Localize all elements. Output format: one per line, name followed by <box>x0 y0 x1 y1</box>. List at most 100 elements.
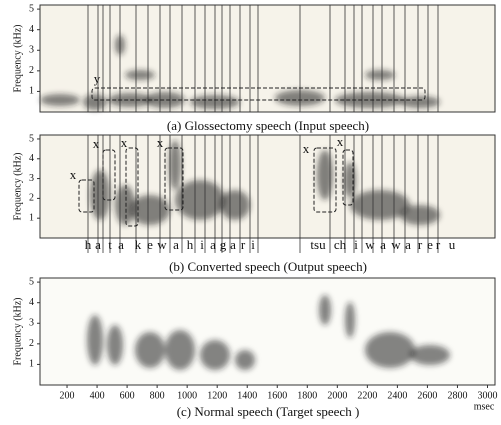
energy-blob <box>400 205 440 225</box>
energy-blob <box>400 96 440 108</box>
phoneme-label: g <box>220 237 227 252</box>
energy-blob <box>175 180 225 220</box>
annotation-box <box>102 149 116 201</box>
y-tick-label: 4 <box>29 153 34 164</box>
phoneme-label: a <box>230 237 236 252</box>
energy-blob <box>40 94 80 106</box>
phoneme-label: e <box>427 237 433 252</box>
spectrogram-energy <box>87 295 450 370</box>
y-tick-label: 5 <box>29 3 34 14</box>
phoneme-label: h <box>187 237 194 252</box>
phoneme-label: e <box>147 237 153 252</box>
y-tick-label: 4 <box>29 24 34 35</box>
energy-blob <box>365 332 415 368</box>
annotation-box <box>313 147 337 213</box>
energy-blob <box>317 150 333 200</box>
annotation-box <box>342 149 354 206</box>
annotation-label: x <box>337 134 344 149</box>
y-tick-label: 1 <box>29 212 34 223</box>
energy-blob <box>335 92 405 108</box>
x-tick-label: 2600 <box>417 390 437 401</box>
x-tick-label: 1000 <box>177 390 197 401</box>
spectrogram-background <box>39 277 496 386</box>
annotation-label: x <box>303 141 310 156</box>
y-axis-label: Frequency (kHz) <box>12 152 23 220</box>
annotation-box <box>78 179 95 213</box>
energy-blob <box>410 345 450 365</box>
phoneme-label: tsu <box>310 237 326 252</box>
energy-blob <box>169 140 181 190</box>
y-tick-label: 3 <box>29 318 34 329</box>
energy-blob <box>319 295 331 325</box>
energy-blob <box>235 350 255 370</box>
x-tick-label: 1800 <box>297 390 317 401</box>
spectrogram-energy <box>40 35 440 110</box>
caption: (a) Glossectomy speech (Input speech) <box>167 118 369 133</box>
x-tick-label: 1200 <box>207 390 227 401</box>
y-axis-label: Frequency (kHz) <box>12 24 23 92</box>
energy-blob <box>90 170 110 220</box>
energy-blob <box>350 190 410 220</box>
panel: 1 2 3 4 5 Frequency (kHz) (c) Normal speech (T… <box>12 276 497 419</box>
phoneme-label: w <box>391 237 401 252</box>
phoneme-label: a <box>95 237 101 252</box>
phoneme-label: i <box>251 237 255 252</box>
x-tick-label: 2000 <box>327 390 347 401</box>
energy-blob <box>87 315 103 365</box>
phoneme-label: t <box>108 237 112 252</box>
y-tick-label: 3 <box>29 173 34 184</box>
x-tick-label: 2800 <box>447 390 467 401</box>
x-tick-label: 1600 <box>267 390 287 401</box>
energy-blob <box>200 340 230 370</box>
y-axis-label: Frequency (kHz) <box>12 297 23 365</box>
x-tick-label: 3000 <box>477 390 497 401</box>
energy-blob <box>145 92 185 108</box>
panel: 1 2 3 4 5 Frequency (kHz) (b) Converted speech… <box>12 133 496 274</box>
phoneme-label: a <box>173 237 179 252</box>
y-tick-label: 4 <box>29 297 34 308</box>
annotation-label: x <box>93 136 100 151</box>
phoneme-label: a <box>210 237 216 252</box>
annotation-box <box>164 147 184 211</box>
energy-blob <box>125 70 155 80</box>
annotation-label: x <box>70 167 77 182</box>
y-tick-label: 1 <box>29 86 34 97</box>
x-tick-label: 1400 <box>237 390 257 401</box>
phoneme-label: h <box>85 237 92 252</box>
annotation-box <box>91 87 426 101</box>
energy-blob <box>165 330 195 370</box>
phoneme-label: a <box>118 237 124 252</box>
phoneme-label: a <box>405 237 411 252</box>
phoneme-label: w <box>365 237 375 252</box>
x-tick-label: 2200 <box>357 390 377 401</box>
phoneme-label: w <box>157 237 167 252</box>
x-tick-label: 200 <box>60 390 75 401</box>
phoneme-label: u <box>449 237 456 252</box>
phoneme-label: i <box>354 237 358 252</box>
energy-blob <box>220 190 250 220</box>
energy-blob <box>107 325 123 365</box>
annotation-label: x <box>121 135 128 150</box>
y-tick-label: 2 <box>29 338 34 349</box>
x-tick-label: 800 <box>150 390 165 401</box>
x-axis-label: msec <box>474 401 495 412</box>
energy-blob <box>108 93 152 107</box>
phoneme-label: r <box>436 237 441 252</box>
energy-blob <box>365 70 395 80</box>
energy-blob <box>345 302 355 338</box>
phoneme-label: ch <box>334 237 347 252</box>
y-tick-label: 5 <box>29 133 34 144</box>
caption: (b) Converted speech (Output speech) <box>169 259 367 274</box>
x-tick-label: 600 <box>120 390 135 401</box>
y-tick-label: 1 <box>29 359 34 370</box>
caption: (c) Normal speech (Target speech ) <box>177 404 360 419</box>
y-tick-label: 5 <box>29 276 34 287</box>
y-tick-label: 2 <box>29 193 34 204</box>
x-tick-label: 400 <box>90 390 105 401</box>
phoneme-label: r <box>241 237 246 252</box>
annotation-label: x <box>157 135 164 150</box>
energy-blob <box>83 94 107 110</box>
y-tick-label: 2 <box>29 65 34 76</box>
x-tick-label: 2400 <box>387 390 407 401</box>
